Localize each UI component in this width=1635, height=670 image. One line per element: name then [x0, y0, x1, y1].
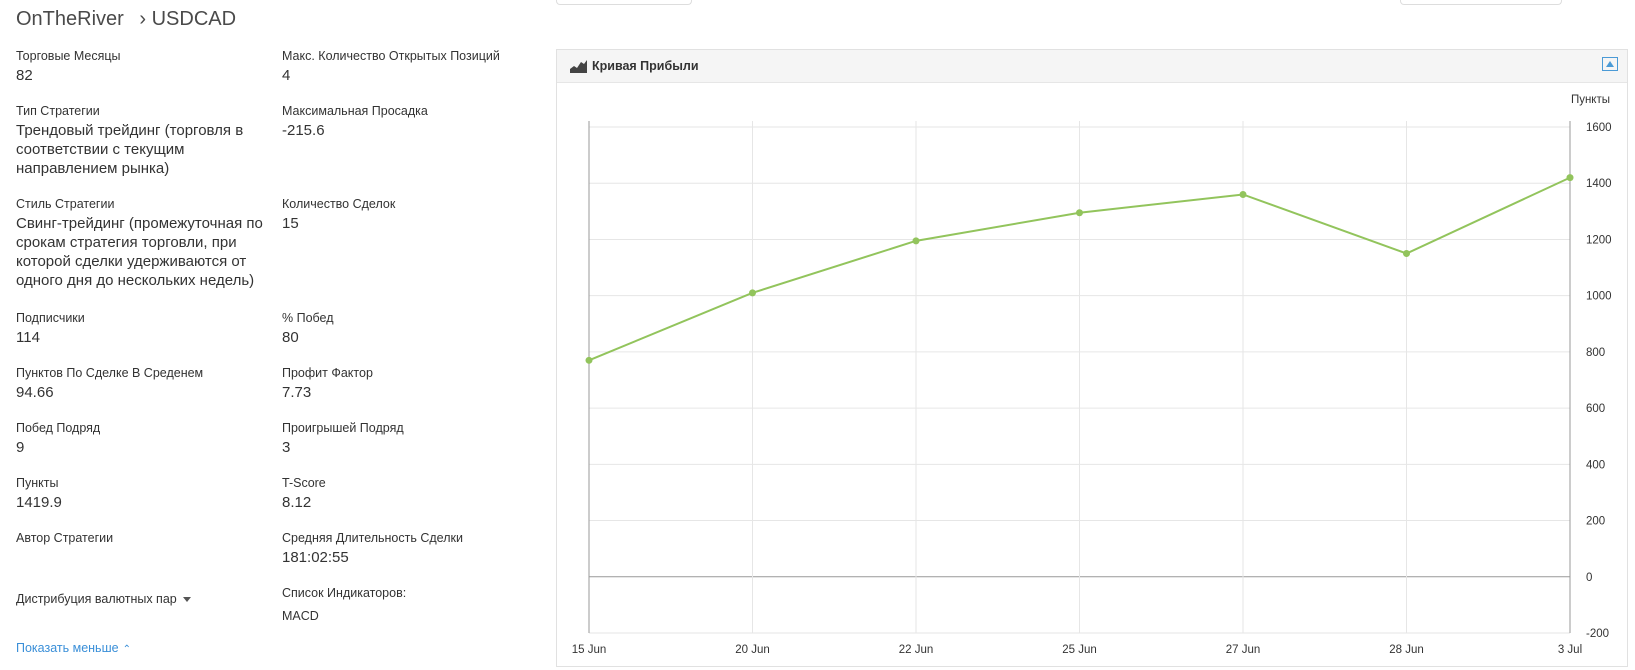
symbol-name: USDCAD — [151, 8, 237, 30]
stat-label: Проигрышей Подряд — [282, 421, 404, 435]
stat-value: 3 — [282, 439, 291, 456]
data-point — [1566, 174, 1574, 182]
stat-wins-in-row: Побед Подряд 9 — [16, 420, 266, 457]
show-less-label: Показать меньше — [16, 641, 119, 655]
stat-label: Пункты — [16, 476, 59, 490]
y-tick-label: 0 — [1586, 572, 1592, 584]
stat-win-percent: % Побед 80 — [282, 310, 522, 347]
stat-strategy-style: Стиль Стратегии Свинг-трейдинг (промежут… — [16, 196, 272, 290]
stat-label: Количество Сделок — [282, 197, 396, 211]
stat-author: Автор Стратегии — [16, 530, 266, 548]
data-point — [749, 289, 756, 297]
stat-label: Список Индикаторов: — [282, 586, 407, 600]
stat-value: MACD — [282, 609, 319, 623]
stat-indicators: Список Индикаторов: MACD — [282, 585, 522, 626]
stat-strategy-type: Тип Стратегии Трендовый трейдинг (торгов… — [16, 103, 268, 178]
breadcrumb-separator: › — [139, 8, 147, 30]
stat-value: 9 — [16, 439, 25, 456]
show-less-link[interactable]: Показать меньше ⌃ — [16, 641, 131, 655]
area-chart-icon — [570, 59, 587, 78]
stat-profit-factor: Профит Фактор 7.73 — [282, 365, 522, 402]
stat-label: Торговые Месяцы — [16, 49, 121, 63]
y-tick-label: 400 — [1586, 459, 1605, 471]
panel-header: Кривая Прибыли — [557, 50, 1627, 83]
stat-label: Автор Стратегии — [16, 531, 114, 545]
x-tick-label: 28 Jun — [1389, 644, 1424, 656]
stat-value: Трендовый трейдинг (торговля в соответст… — [16, 122, 244, 177]
stat-value: 114 — [16, 329, 40, 346]
y-tick-label: 1600 — [1586, 122, 1612, 134]
stat-value: 8.12 — [282, 494, 312, 511]
stat-value: 7.73 — [282, 384, 312, 401]
currency-distribution-label: Дистрибуция валютных пар — [16, 592, 177, 606]
y-tick-label: 800 — [1586, 347, 1605, 359]
strategy-name: OnTheRiver — [16, 8, 124, 30]
stat-label: Стиль Стратегии — [16, 197, 115, 211]
data-point — [1403, 250, 1410, 257]
stat-value: 1419.9 — [16, 494, 62, 511]
stat-label: Профит Фактор — [282, 366, 373, 380]
stat-max-open-positions: Макс. Количество Открытых Позиций 4 — [282, 48, 542, 85]
stat-subscribers: Подписчики 114 — [16, 310, 266, 347]
stat-max-drawdown: Максимальная Просадка -215.6 — [282, 103, 522, 140]
stat-value: -215.6 — [282, 122, 325, 139]
currency-distribution-toggle[interactable]: Дистрибуция валютных пар — [16, 592, 191, 606]
collapse-up-icon[interactable] — [1602, 57, 1618, 71]
stat-trading-months: Торговые Месяцы 82 — [16, 48, 266, 85]
y-tick-label: 200 — [1586, 516, 1605, 528]
data-point — [585, 356, 593, 364]
y-axis-label: Пункты — [1571, 94, 1610, 106]
stat-label: T-Score — [282, 476, 326, 490]
data-point — [1239, 190, 1247, 198]
y-tick-label: 1000 — [1586, 291, 1612, 303]
x-tick-label: 25 Jun — [1062, 644, 1097, 656]
data-point — [912, 237, 920, 245]
stat-avg-trade-duration: Средняя Длительность Сделки 181:02:55 — [282, 530, 522, 567]
data-point — [1076, 209, 1083, 217]
stat-label: Максимальная Просадка — [282, 104, 428, 118]
stat-value: 94.66 — [16, 384, 54, 401]
stat-value: 15 — [282, 215, 299, 232]
y-tick-label: 1200 — [1586, 234, 1612, 246]
top-dropdown-stub-right[interactable] — [1400, 0, 1562, 5]
top-dropdown-stub[interactable] — [556, 0, 692, 5]
stat-label: Средняя Длительность Сделки — [282, 531, 463, 545]
stat-t-score: T-Score 8.12 — [282, 475, 522, 512]
y-tick-label: -200 — [1586, 628, 1609, 640]
stat-pips: Пункты 1419.9 — [16, 475, 266, 512]
stat-value: 181:02:55 — [282, 549, 349, 566]
profit-curve-panel: Кривая Прибыли -200 0 200 400 600 800 1000 1200… — [556, 49, 1628, 667]
stat-label: Пунктов По Сделке В Среденем — [16, 366, 204, 380]
profit-curve-chart: -200 0 200 400 600 800 1000 1200 1400 1600 15 Jun 2… — [572, 94, 1612, 656]
stat-label: Тип Стратегии — [16, 104, 100, 118]
y-tick-label: 1400 — [1586, 178, 1612, 190]
stat-avg-pips-per-trade: Пунктов По Сделке В Среденем 94.66 — [16, 365, 266, 402]
caret-down-icon — [182, 597, 191, 603]
stat-value: 4 — [282, 67, 291, 84]
stat-label: Подписчики — [16, 311, 85, 325]
stat-trades-count: Количество Сделок 15 — [282, 196, 522, 233]
panel-title: Кривая Прибыли — [592, 59, 699, 73]
x-tick-label: 27 Jun — [1226, 644, 1261, 656]
stat-value: 82 — [16, 67, 33, 84]
x-tick-label: 3 Jul — [1558, 644, 1582, 656]
stat-losses-in-row: Проигрышей Подряд 3 — [282, 420, 522, 457]
x-tick-label: 15 Jun — [572, 644, 607, 656]
x-tick-label: 22 Jun — [899, 644, 934, 656]
stat-label: Макс. Количество Открытых Позиций — [282, 49, 500, 63]
chevron-up-icon: ⌃ — [122, 644, 131, 655]
stat-value: 80 — [282, 329, 299, 346]
y-tick-label: 600 — [1586, 403, 1605, 415]
x-tick-label: 20 Jun — [735, 644, 770, 656]
page-title: OnTheRiver › USDCAD — [16, 8, 236, 31]
stat-label: % Побед — [282, 311, 334, 325]
stat-label: Побед Подряд — [16, 421, 101, 435]
stat-value: Свинг-трейдинг (промежуточная по срокам … — [16, 215, 263, 289]
